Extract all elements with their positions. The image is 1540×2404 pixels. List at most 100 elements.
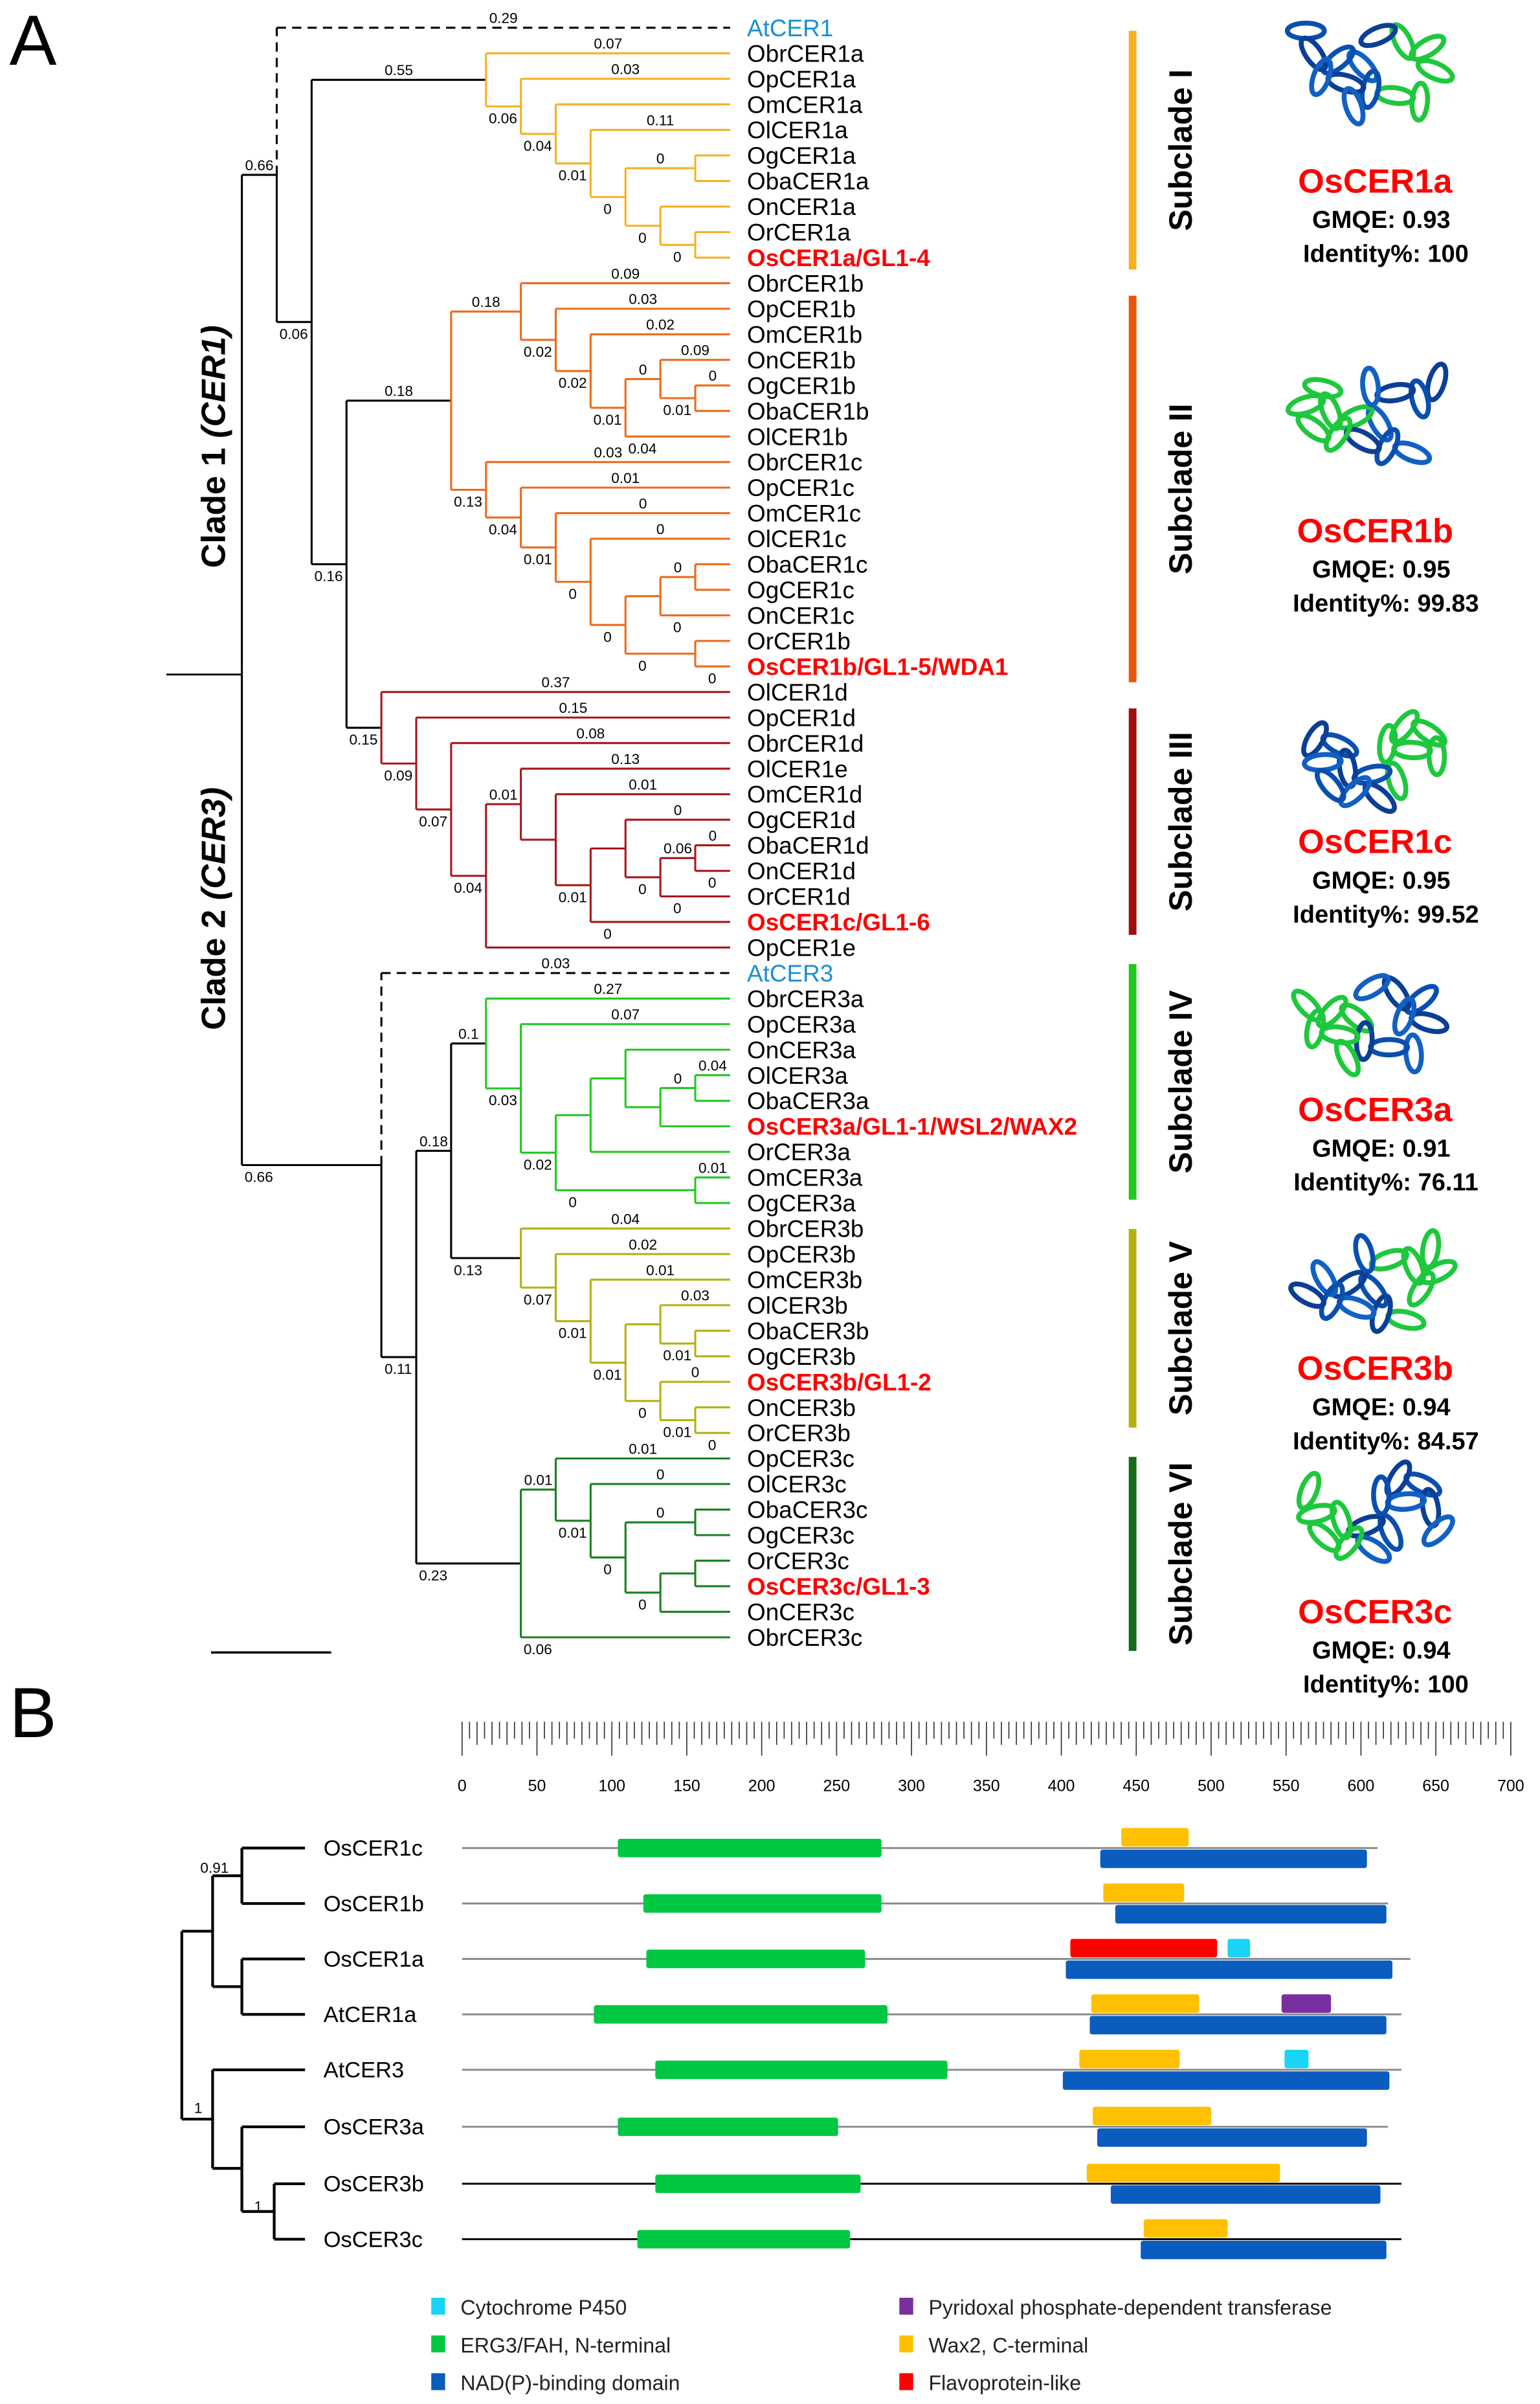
branch-length-label: 0.03: [594, 445, 622, 461]
taxon-label: OnCER3c: [747, 1599, 854, 1625]
identity-value: Identity%: 100: [1303, 1671, 1469, 1698]
identity-value: Identity%: 99.52: [1293, 901, 1479, 928]
taxon-label: OpCER1a: [747, 66, 856, 93]
taxon-label: OgCER3a: [747, 1190, 856, 1217]
protein-name: OsCER3c: [324, 2227, 423, 2252]
branch-length-label: 0.02: [524, 1156, 552, 1173]
branch-length-label: 0: [708, 671, 717, 687]
taxon-label: OnCER1b: [747, 347, 856, 374]
branch-length-label: 0: [656, 1505, 665, 1521]
taxon-label: OpCER1d: [747, 704, 856, 731]
helix-shape: [1309, 56, 1334, 97]
subclade-bar: [1128, 30, 1137, 270]
taxon-label: AtCER3: [747, 960, 833, 987]
ruler-tick-label: 550: [1273, 1777, 1300, 1795]
legend-swatch: [431, 2335, 445, 2353]
branch-length-label: 0.37: [542, 675, 570, 691]
identity-value: Identity%: 84.57: [1293, 1428, 1479, 1455]
support-value: 0.91: [200, 1859, 229, 1876]
branch-length-label: 0.04: [698, 1058, 727, 1074]
taxon-label: AtCER1: [747, 15, 833, 41]
helix-shape: [1318, 391, 1343, 431]
support-value: 1: [254, 2199, 263, 2215]
taxon-label: OrCER1d: [747, 884, 851, 910]
domain-wax: [1091, 1994, 1200, 2013]
helix-shape: [1358, 1272, 1389, 1309]
clade-2-label: Clade 2 (CER3): [195, 787, 232, 1030]
helix-shape: [1362, 781, 1397, 814]
branch-length-label: 0: [568, 1194, 577, 1210]
legend-label: Wax2, C-terminal: [928, 2333, 1088, 2357]
branch-length-label: 0.06: [489, 110, 517, 126]
taxon-label: OpCER1e: [747, 934, 856, 961]
taxon-label: OnCER1d: [747, 858, 856, 884]
branch-length-label: 0.11: [385, 1361, 412, 1377]
branch-length-label: 0.09: [611, 265, 640, 282]
domain-wax: [1093, 2106, 1211, 2126]
identity-value: Identity%: 76.11: [1293, 1169, 1478, 1196]
phylogenetic-tree: 0.66 0.29 AtCER1 0.06 0.55 0.07 ObrCER1a 0.06 0.…: [241, 10, 1077, 1657]
helix-shape: [1296, 1503, 1337, 1525]
branch-length-label: 0: [708, 1437, 717, 1453]
branch-length-label: 0: [656, 521, 665, 537]
taxon-label: OsCER1c/GL1-6: [747, 909, 930, 936]
protein-name: AtCER1a: [324, 2003, 418, 2027]
branch-length-label: 0.01: [559, 889, 587, 905]
helix-shape: [1353, 972, 1391, 1002]
taxon-label: OmCER1a: [747, 91, 863, 118]
taxon-label: OmCER3b: [747, 1266, 862, 1293]
branch-length-label: 0.02: [646, 317, 675, 333]
legend-swatch: [899, 2335, 913, 2353]
taxon-label: OsCER3b/GL1-2: [747, 1369, 932, 1395]
helix-shape: [1381, 975, 1412, 1012]
gmqe-value: GMQE: 0.94: [1312, 1394, 1451, 1421]
domain-tree: 0.91 1 1: [180, 1847, 306, 2241]
taxon-label: OsCER1b/GL1-5/WDA1: [747, 653, 1008, 680]
taxon-label: OmCER1b: [747, 321, 862, 348]
helix-shape: [1368, 1037, 1411, 1058]
domain-map: OsCER1c OsCER1b OsCER1a AtCER1a AtCER3 OsCER3…: [324, 1828, 1411, 2260]
taxon-label: OgCER3b: [747, 1343, 856, 1370]
ruler-tick-label: 200: [748, 1777, 776, 1795]
branch-length-label: 0.07: [524, 1292, 552, 1308]
taxon-label: OrCER3b: [747, 1420, 851, 1446]
branch-length-label: 0.01: [663, 1424, 691, 1441]
helix-shape: [1385, 760, 1409, 802]
branch-length-label: 0.01: [629, 1441, 657, 1457]
branch-length-label: 0.13: [454, 1262, 482, 1278]
taxon-label: OnCER3b: [747, 1395, 856, 1421]
branch-length-label: 0.01: [594, 1367, 622, 1383]
taxon-label: ObrCER1c: [747, 449, 862, 476]
branch-length-label: 0: [603, 926, 612, 942]
panel-label-b: B: [9, 1674, 56, 1753]
branch-length-label: 0: [709, 368, 717, 384]
domain-erg: [655, 2060, 948, 2080]
gmqe-value: GMQE: 0.95: [1312, 556, 1451, 583]
branch-length-label: 0: [709, 827, 717, 844]
domain-wax: [1143, 2219, 1228, 2238]
taxon-label: ObaCER1b: [747, 398, 869, 425]
branch-length-label: 0.08: [576, 726, 605, 742]
protein-structure-image: [1284, 20, 1455, 127]
branch-length-label: 0: [673, 620, 682, 636]
helix-shape: [1392, 996, 1417, 1037]
subclade-label: Subclade III: [1163, 732, 1199, 912]
identity-value: Identity%: 100: [1303, 240, 1469, 267]
taxon-label: OpCER3a: [747, 1011, 856, 1038]
helix-shape: [1341, 86, 1366, 127]
branch-length-label: 0.23: [419, 1567, 447, 1584]
branch-length-label: 0.66: [245, 1169, 273, 1185]
ruler-tick-label: 300: [898, 1777, 925, 1795]
branch-length-label: 0.04: [611, 1211, 640, 1227]
subclade-label: Subclade II: [1163, 403, 1199, 574]
branch-length-label: 0.04: [489, 522, 517, 538]
subclade-bar: [1128, 708, 1137, 935]
branch-length-label: 0.13: [454, 494, 482, 510]
branch-length-label: 0: [691, 1364, 700, 1380]
protein-row-AtCER3: AtCER3: [324, 2049, 1401, 2090]
taxon-label: OrCER1a: [747, 219, 851, 246]
branch-length-label: 0.01: [559, 1525, 587, 1541]
branch-length-label: 0.01: [611, 470, 640, 486]
branch-length-label: 0.66: [245, 157, 274, 174]
